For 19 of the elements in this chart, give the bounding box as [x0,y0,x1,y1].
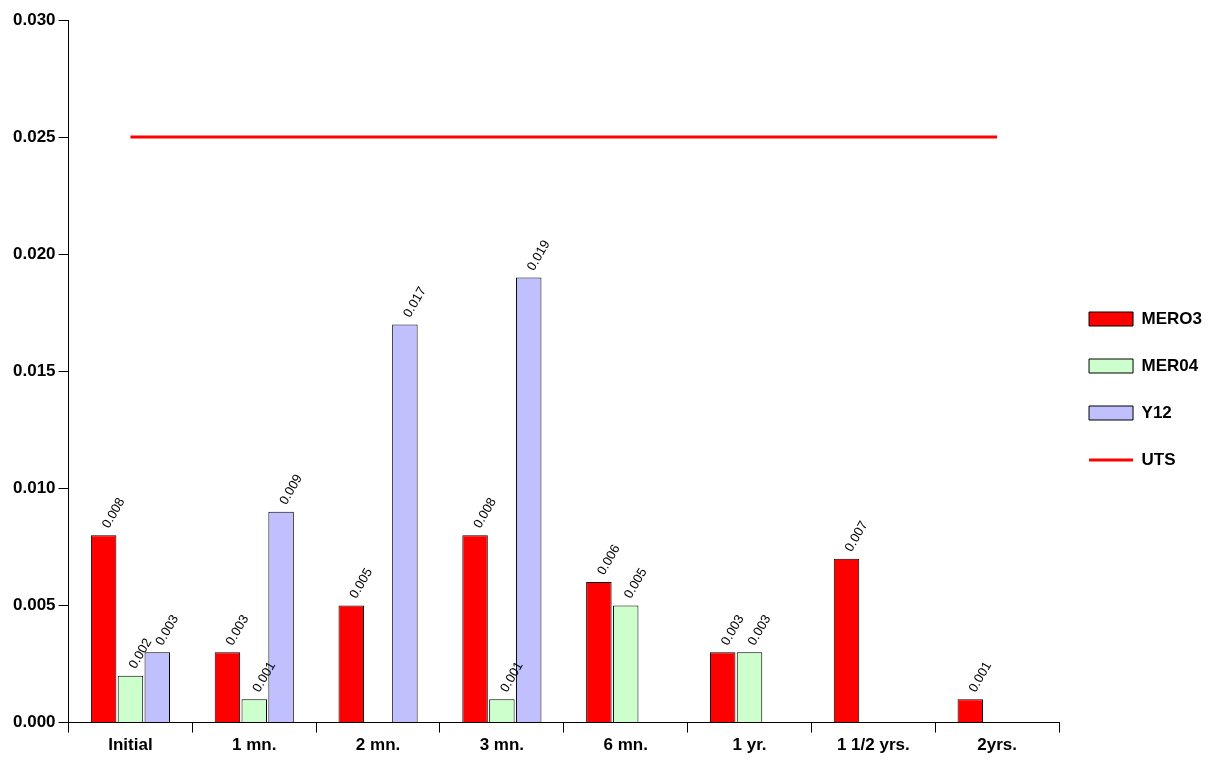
legend-label: Y12 [1141,402,1172,422]
x-tick-label: 1 yr. [732,735,767,755]
y-tick-label: 0.000 [12,712,56,732]
legend-label: UTS [1141,449,1176,469]
x-tick-label: 1 1/2 yrs. [836,735,910,755]
x-tick-label: 2yrs. [977,735,1017,755]
y-tick-label: 0.015 [12,360,56,380]
y-tick-label: 0.030 [12,9,56,29]
y-tick-label: 0.020 [12,243,56,263]
y-tick-label: 0.005 [12,595,56,615]
x-tick-label: 3 mn. [479,735,525,755]
y-tick-label: 0.025 [12,126,56,146]
legend-label: MER04 [1141,355,1199,375]
x-tick-label: 2 mn. [355,735,401,755]
y-tick-label: 0.010 [12,478,56,498]
x-tick-label: 1 mn. [232,735,277,755]
x-tick-label: Initial [108,735,153,755]
legend-label: MERO3 [1141,308,1203,328]
x-tick-label: 6 mn. [603,735,648,755]
